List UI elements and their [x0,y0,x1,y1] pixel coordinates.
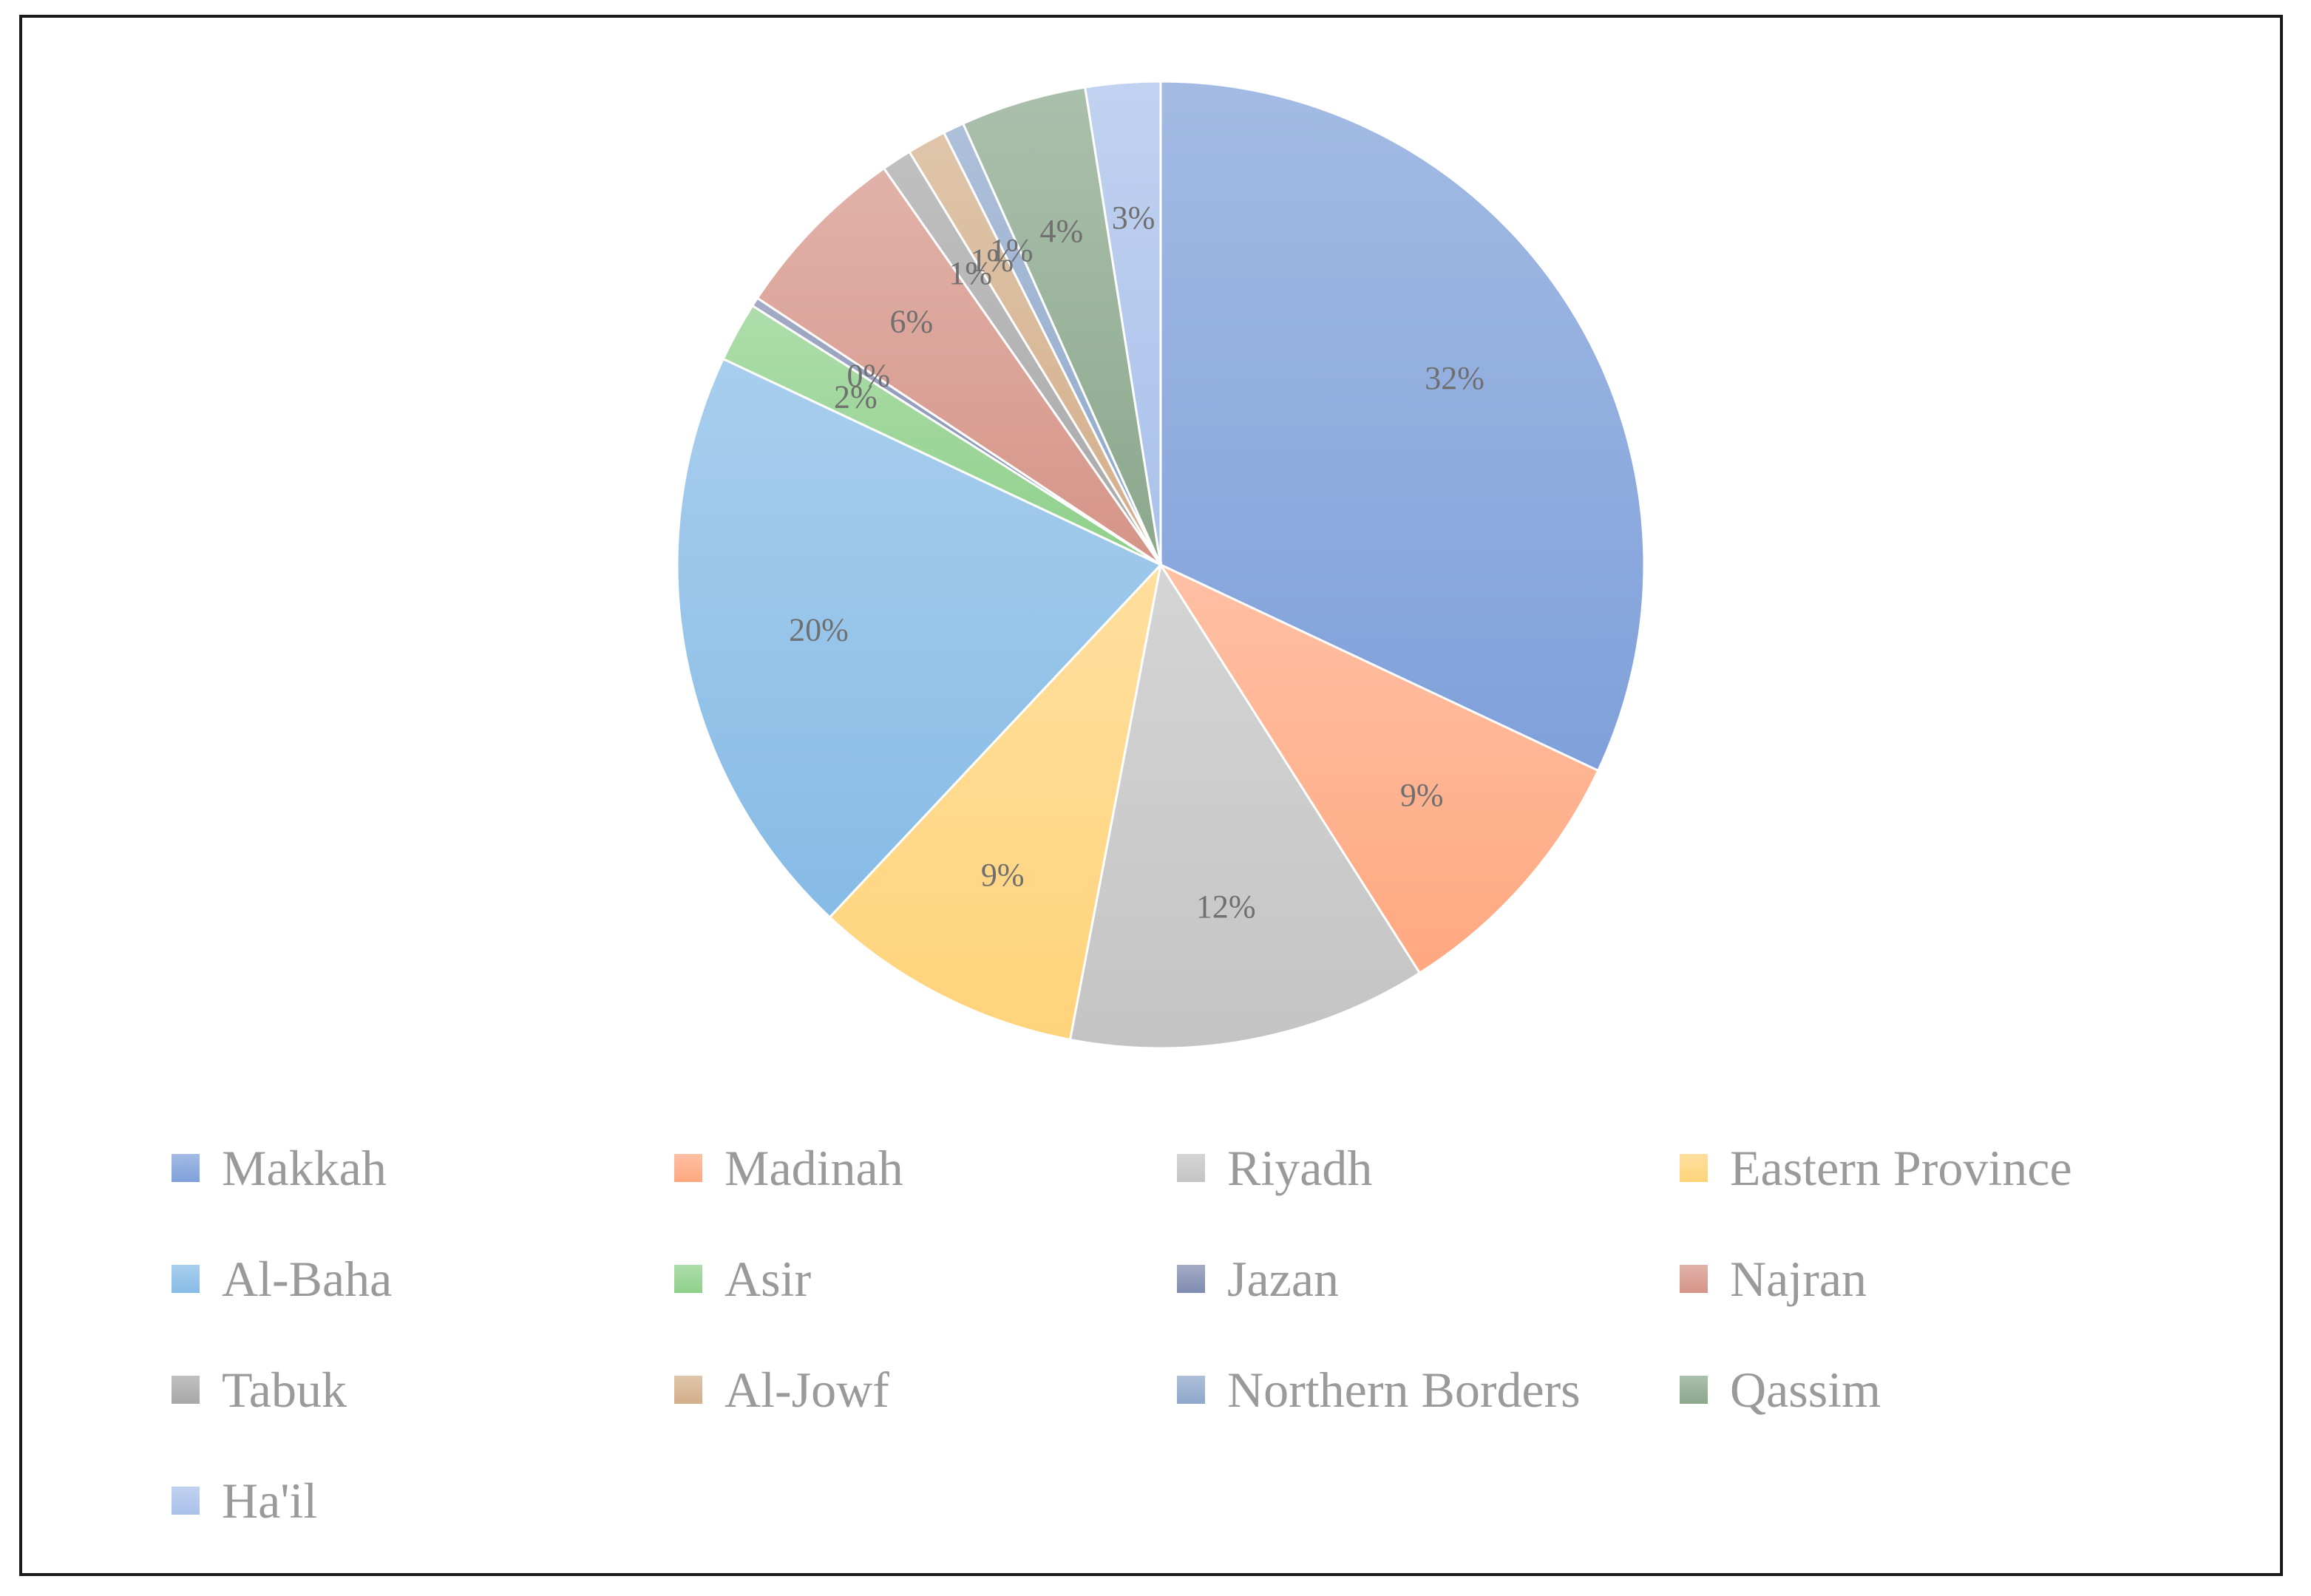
legend-label: Eastern Province [1730,1139,2072,1196]
legend-item-eastern-province: Eastern Province [1680,1138,2182,1198]
data-label-riyadh: 12% [1196,889,1256,925]
pie-slice-makkah [1159,80,1646,772]
legend-item-ha-il: Ha'il [172,1471,674,1530]
legend-swatch [1177,1376,1205,1404]
legend-item-asir: Asir [674,1249,1177,1308]
legend-label: Asir [724,1250,812,1307]
legend-swatch [172,1487,200,1515]
legend-swatch [1680,1265,1708,1293]
legend-item-al-jowf: Al-Jowf [674,1360,1177,1419]
legend-label: Al-Baha [222,1250,393,1307]
data-label-eastern-province: 9% [981,857,1025,893]
pie-slice-qassim [961,86,1162,566]
legend-swatch [1177,1154,1205,1182]
legend-item-tabuk: Tabuk [172,1360,674,1419]
chart-legend: Makkah Madinah Riyadh Eastern Province Al-Ba… [172,1138,2212,1582]
pie-slice-al-baha [676,357,1163,919]
pie-slice-ha-il [1083,80,1162,566]
legend-swatch [172,1265,200,1293]
legend-swatch [674,1265,702,1293]
data-label-najran: 6% [890,304,934,340]
pie-slice-eastern-province [828,561,1163,1042]
legend-swatch [172,1154,200,1182]
data-label-qassim: 4% [1039,213,1083,249]
legend-label: Qassim [1730,1361,1881,1418]
legend-label: Riyadh [1227,1139,1373,1196]
legend-item-jazan: Jazan [1177,1249,1680,1308]
legend-swatch [1680,1376,1708,1404]
legend-label: Makkah [222,1139,387,1196]
legend-item-qassim: Qassim [1680,1360,2182,1419]
legend-item-madinah: Madinah [674,1138,1177,1198]
legend-swatch [1680,1154,1708,1182]
legend-swatch [674,1376,702,1404]
legend-item-riyadh: Riyadh [1177,1138,1680,1198]
pie-slice-najran [756,166,1162,566]
legend-label: Madinah [724,1139,903,1196]
data-label-asir: 2% [834,379,878,415]
data-label-northern-borders: 1% [990,232,1034,268]
data-label-jazan: 0% [846,357,890,393]
legend-label: Tabuk [222,1361,347,1418]
legend-item-makkah: Makkah [172,1138,674,1198]
data-label-makkah: 32% [1425,360,1484,396]
legend-item-al-baha: Al-Baha [172,1249,674,1308]
data-label-ha-il: 3% [1112,200,1156,236]
pie-labels: 32%9%12%9%20%2%0%6%1%1%1%4% 3% [789,200,1484,925]
legend-label: Najran [1730,1250,1867,1307]
legend-label: Ha'il [222,1472,318,1529]
legend-swatch [172,1376,200,1404]
legend-label: Northern Borders [1227,1361,1581,1418]
data-label-al-jowf: 1% [971,242,1014,279]
legend-swatch [674,1154,702,1182]
legend-item-northern-borders: Northern Borders [1177,1360,1680,1419]
data-label-al-baha: 20% [789,612,849,648]
pie-slice-madinah [1157,562,1600,975]
pie-slices [676,80,1646,1050]
legend-swatch [1177,1265,1205,1293]
pie-slice-riyadh [1068,561,1422,1050]
legend-label: Jazan [1227,1250,1340,1307]
legend-label: Al-Jowf [724,1361,889,1418]
legend-item-najran: Najran [1680,1249,2182,1308]
data-label-tabuk: 1% [949,255,992,291]
data-label-madinah: 9% [1400,777,1444,813]
